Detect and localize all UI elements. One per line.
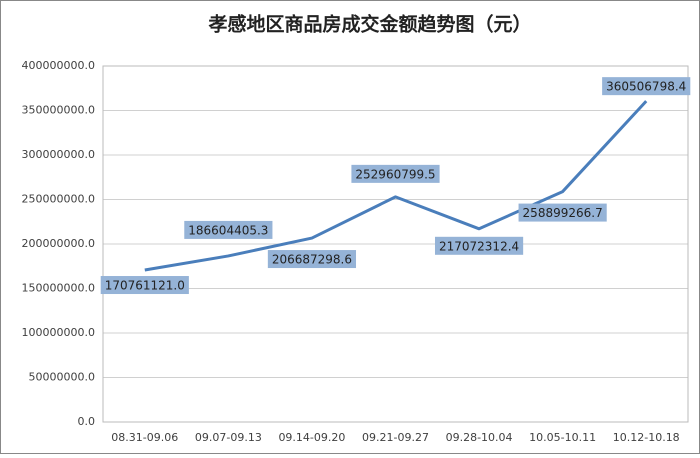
value-label-text: 252960799.5 (355, 167, 435, 181)
x-tick-label: 10.12-10.18 (613, 431, 680, 444)
x-tick-label: 09.07-09.13 (195, 431, 262, 444)
value-label-box (100, 276, 189, 295)
value-label-text: 170761121.0 (105, 279, 185, 293)
line (144, 100, 648, 272)
value-label: 170761121.0 (100, 276, 189, 295)
x-tick-label: 08.31-09.06 (111, 431, 178, 444)
y-tick-label: 50000000.0 (29, 371, 95, 384)
y-tick-label: 250000000.0 (22, 193, 95, 206)
value-label: 206687298.6 (267, 250, 357, 269)
value-label-box (518, 203, 607, 222)
value-label-text: 360506798.4 (606, 80, 686, 94)
value-label-text: 186604405.3 (188, 223, 268, 237)
x-tick-label: 09.14-09.20 (278, 431, 345, 444)
y-tick-label: 300000000.0 (22, 148, 95, 161)
x-tick-label: 09.28-10.04 (446, 431, 513, 444)
value-label-box (351, 164, 440, 183)
x-tick-label: 09.21-09.27 (362, 431, 429, 444)
value-label-box (267, 250, 357, 269)
value-label-box (434, 236, 524, 255)
value-label-text: 217072312.4 (439, 239, 519, 253)
value-label: 217072312.4 (434, 236, 524, 255)
y-tick-label: 200000000.0 (22, 237, 95, 250)
y-tick-label: 350000000.0 (22, 104, 95, 117)
value-label-box (184, 220, 273, 239)
y-tick-label: 0.0 (78, 415, 96, 428)
chart-title: 孝感地区商品房成交金额趋势图（元） (208, 13, 531, 36)
value-label-box (602, 77, 691, 96)
value-label: 252960799.5 (351, 164, 440, 183)
y-tick-label: 100000000.0 (22, 326, 95, 339)
y-tick-label: 150000000.0 (22, 282, 95, 295)
plot-border (102, 65, 689, 423)
x-tick-label: 10.05-10.11 (529, 431, 596, 444)
value-label: 258899266.7 (518, 203, 607, 222)
value-label: 360506798.4 (602, 77, 691, 96)
y-tick-label: 400000000.0 (22, 59, 95, 72)
value-label-text: 258899266.7 (523, 206, 603, 220)
value-label-text: 206687298.6 (272, 253, 352, 267)
value-label: 186604405.3 (184, 220, 273, 239)
